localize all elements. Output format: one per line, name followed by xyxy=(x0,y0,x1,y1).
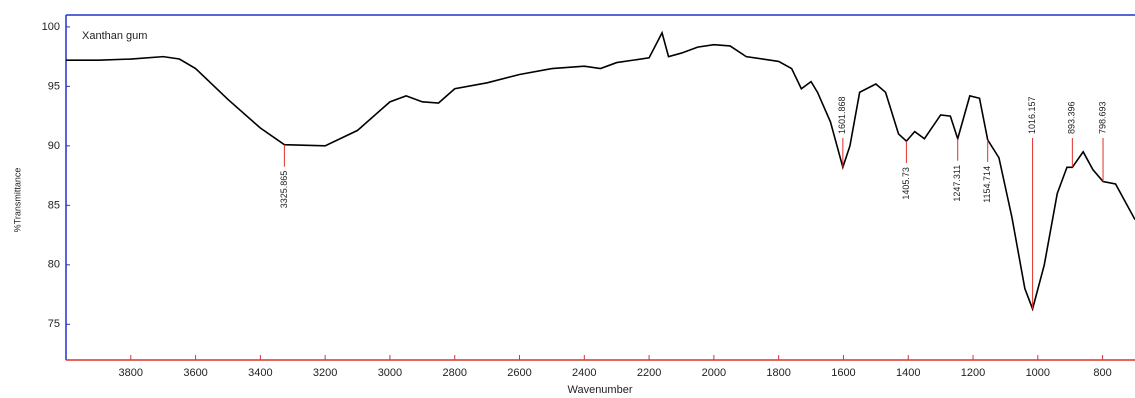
x-tick-label: 1400 xyxy=(896,367,920,379)
y-axis-label: %Transmittance xyxy=(12,168,22,233)
peak-label: 893.396 xyxy=(1067,101,1077,134)
x-tick-label: 2200 xyxy=(637,367,661,379)
x-tick-label: 2000 xyxy=(702,367,726,379)
y-tick-label: 85 xyxy=(48,199,60,211)
peak-label: 1154.714 xyxy=(982,166,992,203)
x-tick-label: 3000 xyxy=(378,367,402,379)
x-tick-label: 1200 xyxy=(961,367,985,379)
x-tick-label: 3400 xyxy=(248,367,272,379)
chart-title: Xanthan gum xyxy=(82,30,147,42)
x-tick-label: 1800 xyxy=(766,367,790,379)
x-tick-label: 1600 xyxy=(831,367,855,379)
peak-label: 1247.311 xyxy=(952,165,962,202)
peak-label: 1405.73 xyxy=(901,167,911,200)
peak-label: 1601.868 xyxy=(837,96,847,134)
x-tick-label: 1000 xyxy=(1026,367,1050,379)
spectrum-line xyxy=(66,30,1135,312)
x-tick-label: 2600 xyxy=(507,367,531,379)
x-tick-label: 3800 xyxy=(119,367,143,379)
x-tick-label: 2800 xyxy=(442,367,466,379)
x-tick-label: 3600 xyxy=(183,367,207,379)
peak-label: 1016.157 xyxy=(1027,96,1037,134)
peak-label: 798.693 xyxy=(1097,101,1107,134)
x-axis-label: Wavenumber xyxy=(567,384,632,396)
y-tick-label: 95 xyxy=(48,80,60,92)
y-tick-label: 80 xyxy=(48,259,60,271)
y-tick-label: 100 xyxy=(42,21,60,33)
x-tick-label: 2400 xyxy=(572,367,596,379)
x-tick-label: 800 xyxy=(1093,367,1111,379)
x-tick-label: 3200 xyxy=(313,367,337,379)
y-tick-label: 90 xyxy=(48,140,60,152)
peak-label: 3325.865 xyxy=(279,171,289,209)
y-tick-label: 75 xyxy=(48,318,60,330)
